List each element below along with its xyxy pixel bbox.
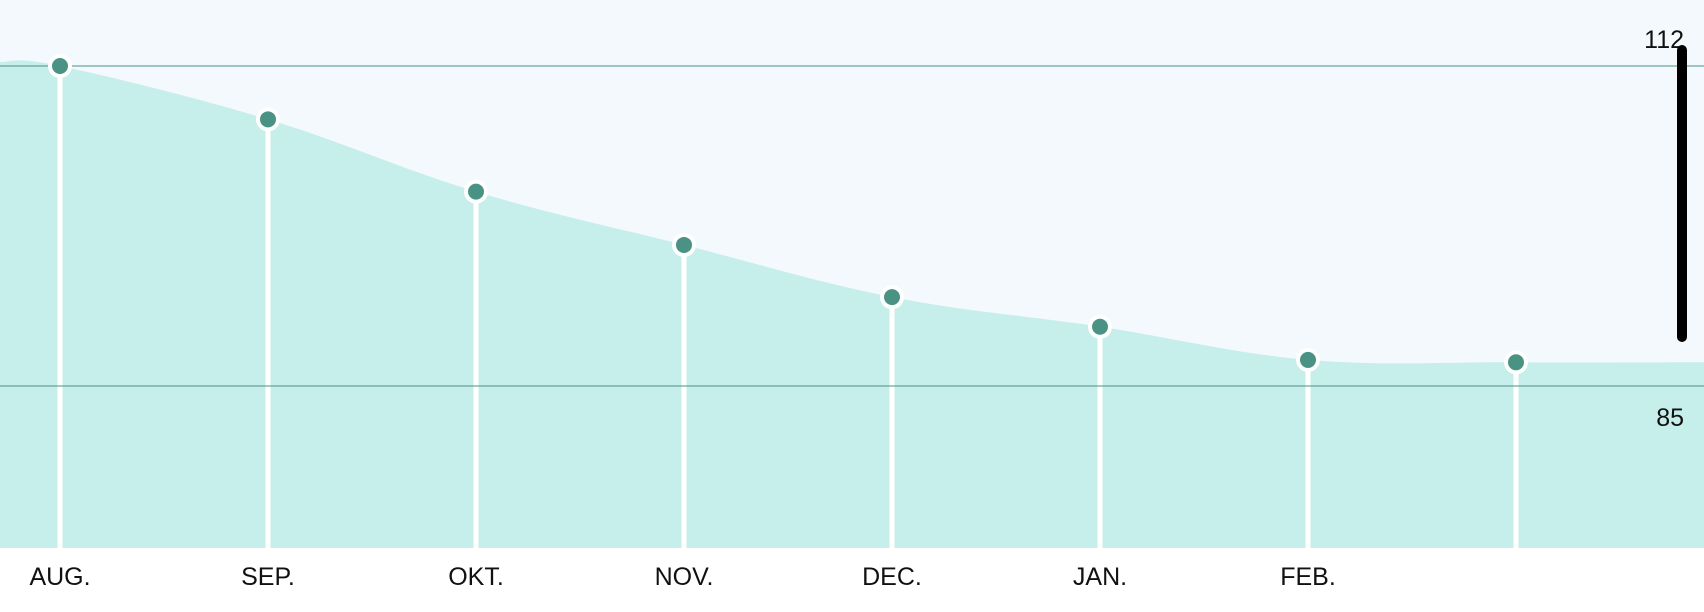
area-fill <box>0 60 1704 549</box>
x-tick-label: SEP. <box>241 563 295 591</box>
y-tick-label: 85 <box>1656 404 1684 432</box>
x-tick-label: FEB. <box>1280 563 1336 591</box>
data-point[interactable] <box>256 107 280 132</box>
data-point[interactable] <box>880 285 904 310</box>
data-point[interactable] <box>48 54 72 78</box>
x-tick-label: NOV. <box>655 563 714 591</box>
data-point[interactable] <box>1088 314 1112 339</box>
data-point[interactable] <box>672 232 696 257</box>
reference-lines <box>0 65 1704 387</box>
x-axis-labels: AUG. SEP. OKT. NOV. DEC. JAN. FEB. <box>29 563 1335 591</box>
data-point[interactable] <box>464 179 488 204</box>
x-tick-label: AUG. <box>29 563 90 591</box>
x-tick-label: JAN. <box>1073 563 1127 591</box>
droplines <box>57 66 1519 548</box>
data-point[interactable] <box>1296 347 1320 372</box>
vertical-scrollbar[interactable] <box>1677 45 1687 342</box>
x-tick-label: DEC. <box>862 563 922 591</box>
data-points <box>48 54 1528 375</box>
x-tick-label: OKT. <box>448 563 504 591</box>
data-point[interactable] <box>1504 350 1528 375</box>
